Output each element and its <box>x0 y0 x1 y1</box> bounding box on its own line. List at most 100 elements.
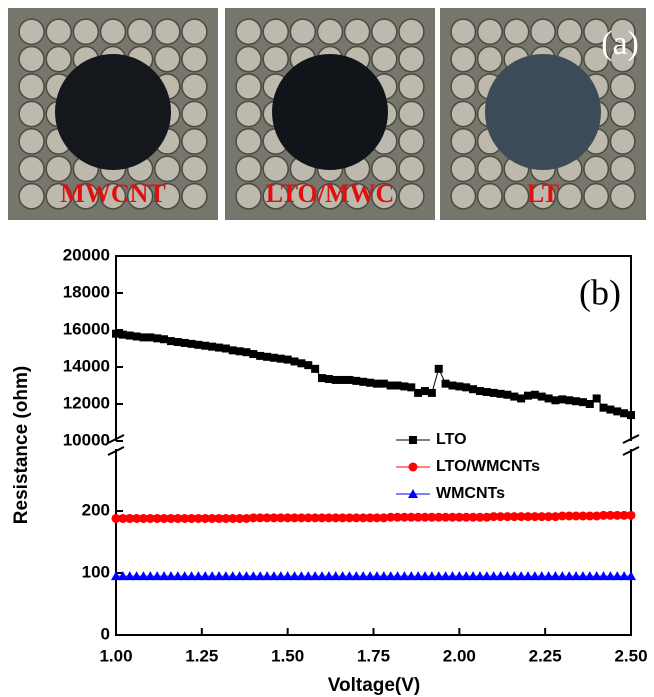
magnet <box>584 184 608 209</box>
marker <box>297 359 305 367</box>
magnet <box>451 184 475 209</box>
marker <box>409 436 417 444</box>
magnet <box>263 47 288 72</box>
marker <box>558 395 566 403</box>
magnet <box>318 19 343 44</box>
marker <box>256 352 264 360</box>
marker <box>394 382 402 390</box>
marker <box>435 365 443 373</box>
sample-disc <box>55 54 171 170</box>
magnet <box>478 19 502 44</box>
x-tick-label: 1.75 <box>357 646 390 665</box>
magnet <box>531 19 555 44</box>
magnet <box>451 156 475 181</box>
marker <box>291 357 299 365</box>
marker <box>208 343 216 351</box>
magnet <box>263 156 288 181</box>
marker <box>579 398 587 406</box>
marker <box>606 406 614 414</box>
marker <box>201 342 209 350</box>
legend-label: LTO <box>436 431 467 448</box>
magnet <box>557 19 581 44</box>
marker <box>407 383 415 391</box>
marker <box>339 376 347 384</box>
marker <box>380 380 388 388</box>
y-tick-label: 12000 <box>63 393 110 412</box>
y-tick-label: 18000 <box>63 282 110 301</box>
marker <box>551 396 559 404</box>
magnet <box>372 19 397 44</box>
magnet <box>263 19 288 44</box>
marker <box>510 393 518 401</box>
photo-label: LTO/MWC <box>266 179 395 208</box>
magnet <box>399 47 424 72</box>
panel-label: (b) <box>579 272 621 312</box>
marker <box>476 387 484 395</box>
marker <box>483 388 491 396</box>
x-tick-label: 1.00 <box>99 646 132 665</box>
marker <box>586 400 594 408</box>
marker <box>277 355 285 363</box>
magnet <box>478 156 502 181</box>
marker <box>387 382 395 390</box>
magnet <box>504 19 528 44</box>
marker <box>400 382 408 390</box>
y-tick-label: 0 <box>101 624 110 643</box>
magnet <box>399 156 424 181</box>
magnet <box>399 74 424 99</box>
marker <box>620 409 628 417</box>
magnet <box>19 184 44 209</box>
magnet <box>610 184 634 209</box>
magnet <box>399 101 424 126</box>
marker <box>112 330 120 338</box>
magnet <box>46 19 71 44</box>
marker <box>311 365 319 373</box>
marker <box>627 411 635 419</box>
x-tick-label: 1.50 <box>271 646 304 665</box>
marker <box>448 382 456 390</box>
magnet <box>182 129 207 154</box>
magnet <box>584 156 608 181</box>
y-tick-label: 100 <box>82 562 110 581</box>
magnet <box>155 47 180 72</box>
magnet <box>101 19 126 44</box>
marker <box>359 378 367 386</box>
legend-label: WMCNTs <box>436 485 505 502</box>
figure: MWCNTLTO/MWCLT (a) (b) Voltage(V) Resist… <box>0 0 654 697</box>
magnet <box>372 47 397 72</box>
marker <box>593 394 601 402</box>
magnet <box>451 101 475 126</box>
magnet <box>19 19 44 44</box>
magnet <box>451 129 475 154</box>
marker <box>284 356 292 364</box>
marker <box>428 389 436 397</box>
photo-label: MWCNT <box>60 179 165 208</box>
x-tick-label: 2.00 <box>443 646 476 665</box>
marker <box>174 338 182 346</box>
magnet <box>451 19 475 44</box>
marker <box>600 404 608 412</box>
magnet <box>73 19 98 44</box>
marker <box>222 345 230 353</box>
marker <box>249 350 257 358</box>
magnet <box>19 129 44 154</box>
magnet <box>610 156 634 181</box>
marker <box>194 341 202 349</box>
marker <box>167 337 175 345</box>
magnet <box>451 74 475 99</box>
marker <box>263 353 271 361</box>
magnet <box>504 184 528 209</box>
magnet <box>19 101 44 126</box>
magnet <box>236 19 261 44</box>
marker <box>242 348 250 356</box>
magnet <box>182 156 207 181</box>
magnet <box>345 19 370 44</box>
marker <box>345 376 353 384</box>
photo-label: LT <box>527 179 559 208</box>
marker <box>325 375 333 383</box>
y-tick-label: 10000 <box>63 430 110 449</box>
magnet <box>19 74 44 99</box>
x-tick-label: 1.25 <box>185 646 218 665</box>
marker <box>270 354 278 362</box>
magnet <box>399 19 424 44</box>
